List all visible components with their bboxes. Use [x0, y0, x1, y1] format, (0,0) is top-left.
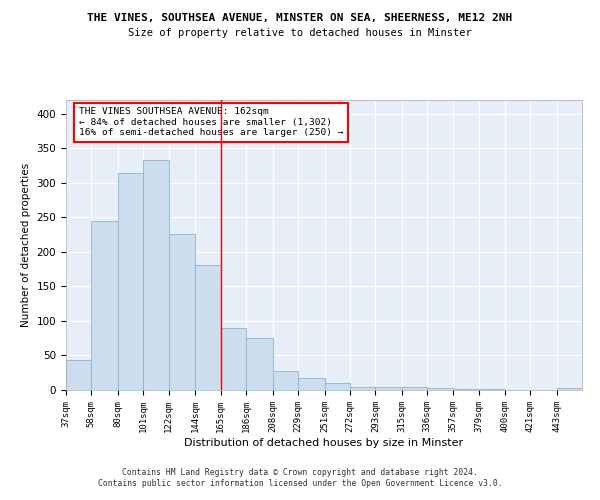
Text: Size of property relative to detached houses in Minster: Size of property relative to detached ho…	[128, 28, 472, 38]
X-axis label: Distribution of detached houses by size in Minster: Distribution of detached houses by size …	[184, 438, 464, 448]
Bar	[427, 388, 452, 390]
Bar	[66, 360, 91, 390]
Bar	[452, 388, 479, 390]
Bar	[325, 383, 350, 390]
Bar	[169, 234, 196, 390]
Bar	[196, 265, 221, 390]
Bar	[557, 388, 582, 390]
Text: Contains HM Land Registry data © Crown copyright and database right 2024.
Contai: Contains HM Land Registry data © Crown c…	[98, 468, 502, 487]
Y-axis label: Number of detached properties: Number of detached properties	[21, 163, 31, 327]
Bar	[479, 388, 505, 390]
Bar	[221, 328, 246, 390]
Text: THE VINES, SOUTHSEA AVENUE, MINSTER ON SEA, SHEERNESS, ME12 2NH: THE VINES, SOUTHSEA AVENUE, MINSTER ON S…	[88, 12, 512, 22]
Bar	[272, 372, 298, 390]
Bar	[118, 173, 143, 390]
Bar	[376, 387, 402, 390]
Text: THE VINES SOUTHSEA AVENUE: 162sqm
← 84% of detached houses are smaller (1,302)
1: THE VINES SOUTHSEA AVENUE: 162sqm ← 84% …	[79, 108, 343, 137]
Bar	[246, 338, 272, 390]
Bar	[143, 160, 169, 390]
Bar	[402, 387, 427, 390]
Bar	[91, 221, 118, 390]
Bar	[350, 386, 376, 390]
Bar	[298, 378, 325, 390]
